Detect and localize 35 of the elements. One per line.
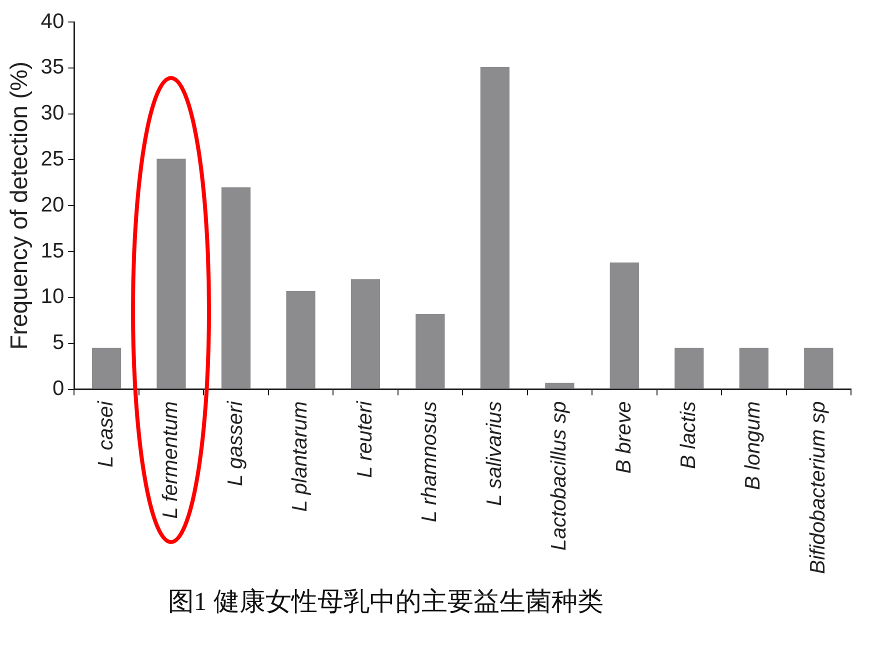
bar — [545, 382, 574, 389]
bar — [804, 348, 834, 389]
x-tick-label: L salivarius — [482, 400, 506, 506]
y-tick-label: 20 — [40, 193, 64, 216]
y-tick-label: 15 — [40, 239, 64, 262]
bar — [221, 187, 251, 389]
y-tick-label: 0 — [52, 377, 64, 400]
bar — [416, 314, 445, 389]
x-tick-label: L plantarum — [288, 401, 312, 512]
bar — [739, 348, 768, 389]
x-tick-label: Lactobacillus sp — [548, 401, 571, 551]
x-tick-label: L casei — [94, 400, 118, 468]
y-tick-label: 25 — [40, 148, 64, 171]
bar — [350, 279, 380, 389]
x-tick-label: B lactis — [677, 400, 700, 469]
y-tick-label: 5 — [52, 331, 64, 354]
y-tick-label: 10 — [40, 285, 64, 308]
x-tick-label: L fermentum — [159, 401, 182, 519]
x-tick-label: B breve — [612, 401, 636, 474]
y-axis-title: Frequency of detection (%) — [6, 62, 34, 350]
x-tick-label: L gasseri — [224, 400, 247, 486]
y-tick-label: 30 — [40, 102, 64, 125]
bar — [286, 291, 316, 389]
bar — [480, 66, 510, 389]
bar — [610, 262, 639, 389]
y-tick-label: 40 — [40, 10, 64, 33]
caption: 图1 健康女性母乳中的主要益生菌种类 — [166, 586, 604, 618]
x-tick-label: Bifidobacterium sp — [806, 401, 830, 574]
x-tick-label: L rhamnosus — [418, 400, 442, 522]
bar — [674, 348, 704, 389]
x-tick-label: B longum — [742, 401, 765, 490]
bar — [156, 158, 186, 389]
x-tick-label: L reuteri — [353, 400, 376, 478]
y-tick-label: 35 — [40, 56, 64, 79]
bar — [92, 348, 122, 389]
